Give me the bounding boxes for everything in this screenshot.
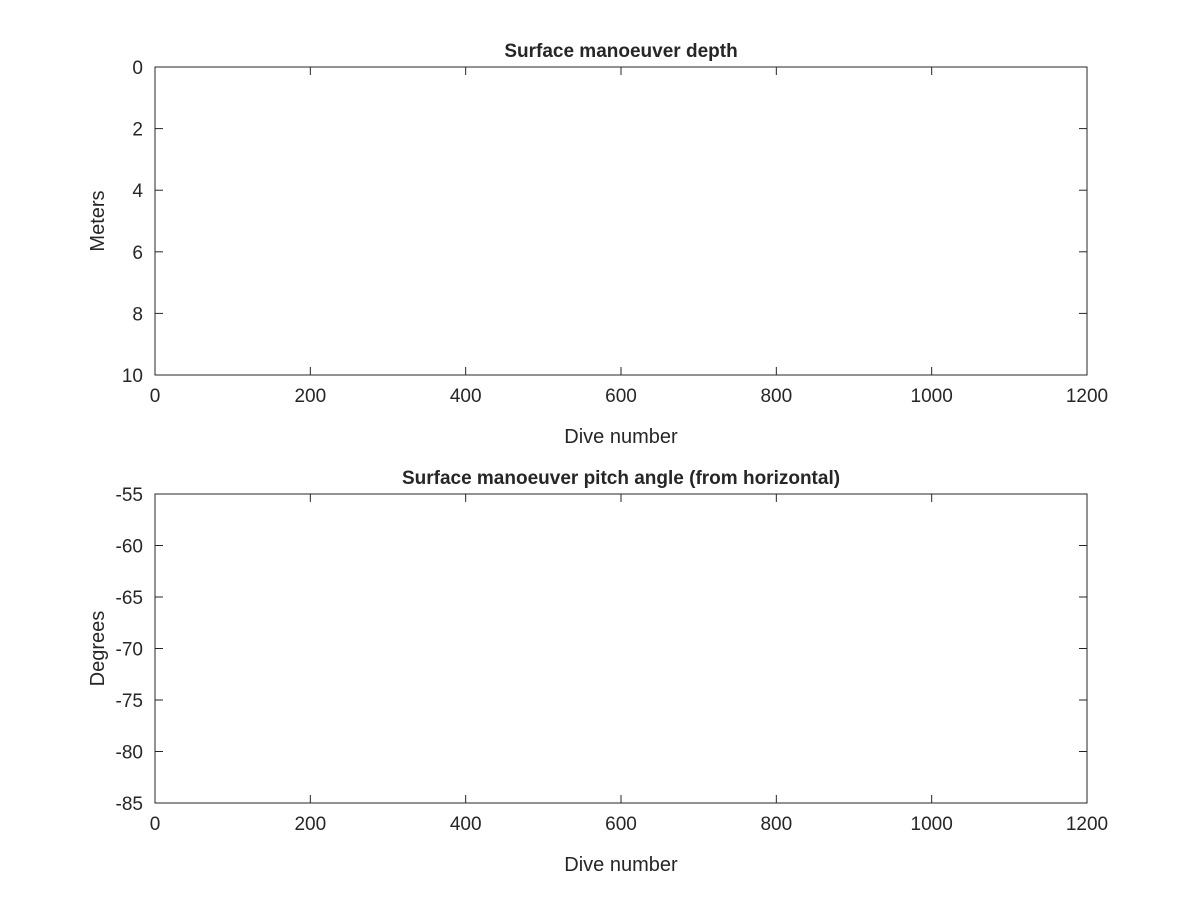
- y-tick-label: 0: [132, 58, 143, 79]
- chart-title: Surface manoeuver depth: [504, 41, 737, 62]
- y-tick-label: 6: [132, 243, 143, 264]
- plot-frame: [154, 493, 1088, 804]
- x-tick-label: 600: [605, 814, 637, 835]
- y-tick-label: -70: [116, 640, 143, 661]
- x-tick-label: 200: [294, 814, 326, 835]
- x-tick-label: 600: [605, 386, 637, 407]
- y-tick-label: -80: [116, 743, 143, 764]
- x-tick-label: 400: [450, 386, 482, 407]
- y-tick-label: 10: [122, 366, 143, 387]
- pitch-chart: 0 200 400 600 800 1000 1200 -55 -60 -65 -70 -75 -80 -…: [87, 468, 1108, 876]
- plot-frame: [154, 66, 1088, 376]
- x-tick-label: 400: [450, 814, 482, 835]
- y-tick-label: -55: [116, 485, 143, 506]
- y-tick-label: -60: [116, 537, 143, 558]
- x-tick-label: 800: [760, 814, 792, 835]
- y-tick-label: 2: [132, 120, 143, 141]
- x-tick-label: 1200: [1066, 386, 1108, 407]
- y-tick-label: 4: [132, 181, 143, 202]
- x-tick-label: 200: [294, 386, 326, 407]
- x-tick-label: 800: [760, 386, 792, 407]
- x-tick-label: 1000: [911, 814, 953, 835]
- chart-title: Surface manoeuver pitch angle (from hori…: [402, 468, 840, 489]
- x-axis-label: Dive number: [564, 426, 678, 448]
- y-tick-label: -75: [116, 691, 143, 712]
- x-tick-label: 0: [150, 386, 161, 407]
- x-axis-label: Dive number: [564, 854, 678, 876]
- y-axis-label: Degrees: [87, 611, 109, 687]
- x-tick-label: 1200: [1066, 814, 1108, 835]
- y-tick-label: 8: [132, 304, 143, 325]
- y-tick-label: -65: [116, 588, 143, 609]
- depth-chart: 0 200 400 600 800 1000 1200 0 2 4 6 8 10 Surface mano…: [87, 41, 1108, 448]
- x-tick-label: 0: [150, 814, 161, 835]
- x-tick-label: 1000: [911, 386, 953, 407]
- y-tick-label: -85: [116, 794, 143, 815]
- y-axis-label: Meters: [87, 190, 109, 251]
